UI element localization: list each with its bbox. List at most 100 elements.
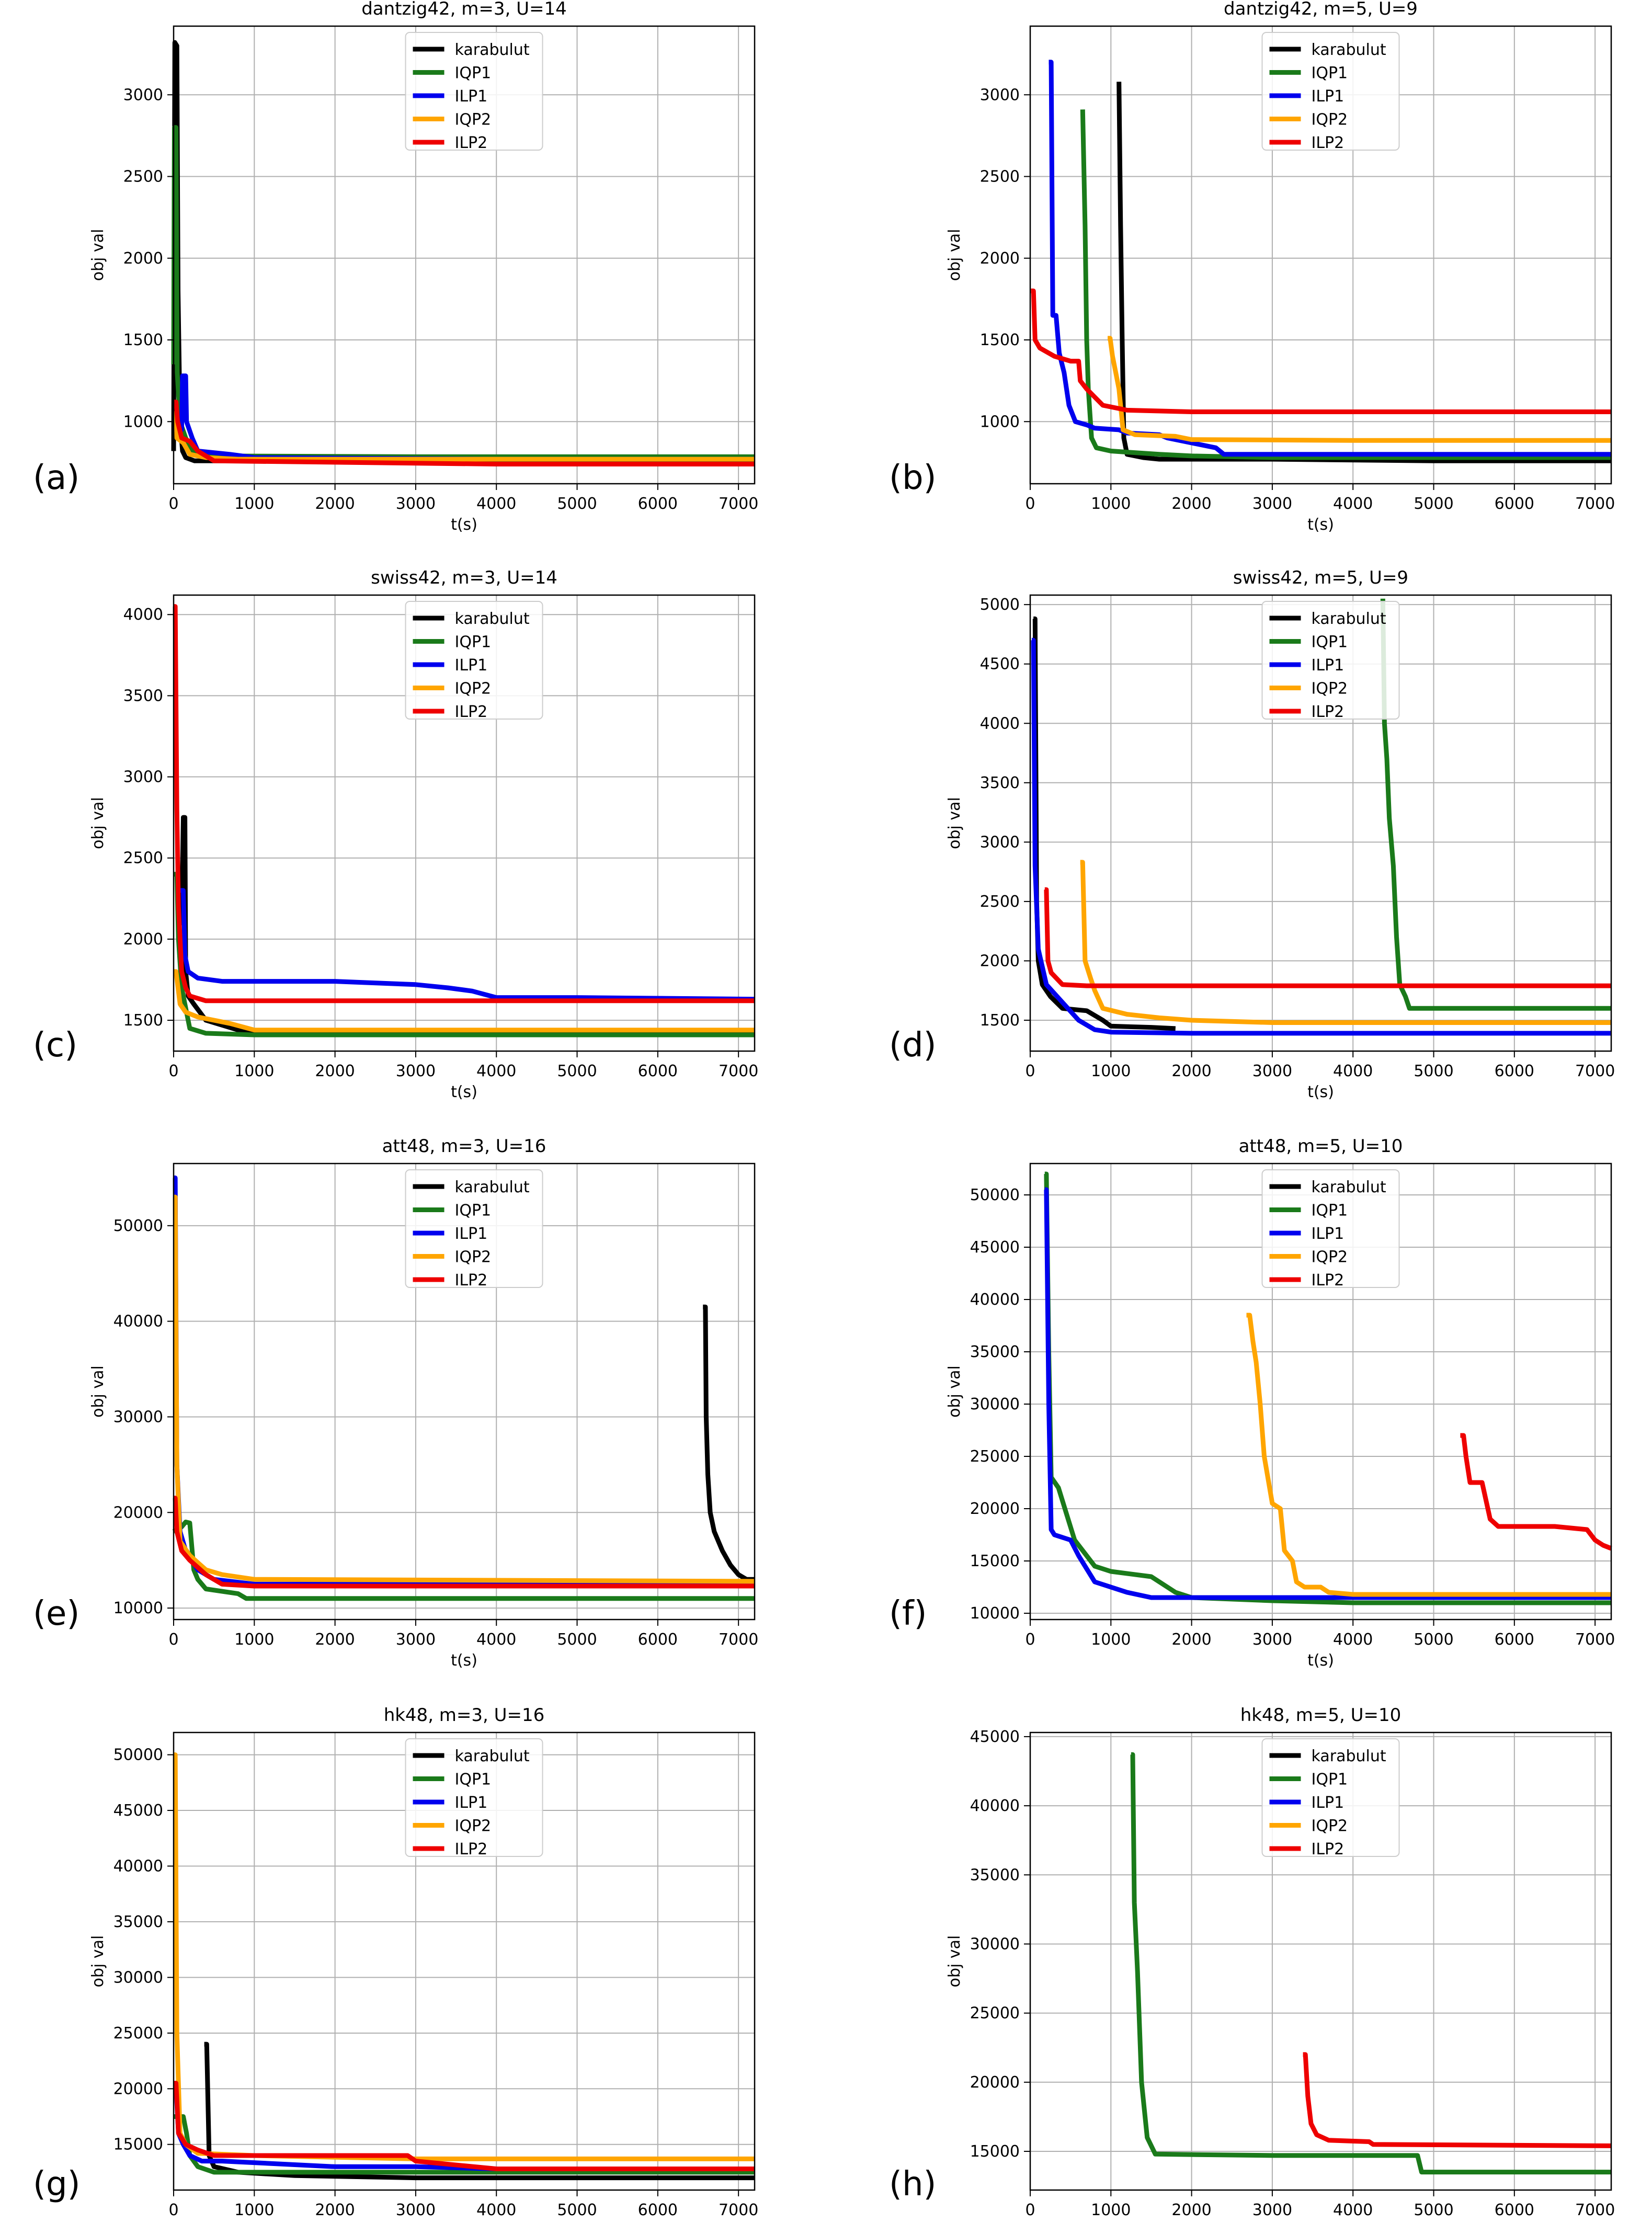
y-tick-label: 45000 [113, 1802, 163, 1820]
legend-label-IQP1: IQP1 [1312, 1771, 1348, 1789]
x-tick-label: 2000 [315, 2201, 355, 2219]
x-tick-label: 4000 [476, 1062, 516, 1080]
y-tick-label: 3000 [980, 86, 1020, 104]
x-tick-label: 4000 [1333, 2201, 1373, 2219]
y-tick-label: 30000 [113, 1408, 163, 1426]
series-line-IQP2 [1108, 336, 1611, 443]
x-tick-label: 0 [168, 495, 178, 513]
x-tick-label: 4000 [476, 495, 516, 513]
x-tick-label: 7000 [1575, 1062, 1615, 1080]
y-tick-label: 3000 [123, 768, 163, 786]
plot-frame [173, 1162, 756, 1621]
plot-frame [1029, 1162, 1612, 1621]
x-tick-label: 4000 [1333, 1062, 1373, 1080]
x-axis-label: t(s) [451, 516, 477, 534]
series-line-IQP2 [174, 969, 755, 1033]
x-tick-label: 1000 [234, 495, 274, 513]
x-tick-label: 6000 [638, 1062, 678, 1080]
legend-label-IQP2: IQP2 [1312, 1817, 1348, 1836]
x-tick-label: 4000 [1333, 495, 1373, 513]
chart-title: att48, m=5, U=10 [1239, 1136, 1403, 1157]
x-axis-label: t(s) [451, 1083, 477, 1101]
y-tick-label: 30000 [970, 1935, 1020, 1953]
y-tick-label: 2500 [123, 168, 163, 186]
y-tick-label: 35000 [970, 1343, 1020, 1361]
legend-label-IQP1: IQP1 [1312, 64, 1348, 83]
y-tick-label: 1500 [123, 331, 163, 349]
legend-label-IQP1: IQP1 [1312, 633, 1348, 652]
series-line-ILP1 [1044, 1187, 1611, 1600]
legend-label-IQP2: IQP2 [1312, 680, 1348, 698]
x-tick-label: 3000 [396, 2201, 436, 2219]
x-tick-label: 7000 [1575, 495, 1615, 513]
legend-label-karabulut: karabulut [455, 1747, 530, 1765]
x-tick-label: 6000 [638, 2201, 678, 2219]
legend: karabulut IQP1 ILP1 IQP2 ILP2 [405, 1738, 543, 1859]
legend-label-IQP1: IQP1 [455, 1202, 492, 1220]
x-tick-label: 0 [168, 1062, 178, 1080]
series-line-ILP2 [173, 1496, 755, 1589]
y-tick-label: 10000 [113, 1599, 163, 1617]
panel-label: (g) [33, 2165, 81, 2204]
panel-label: (e) [33, 1594, 79, 1633]
series-line-IQP1 [172, 1520, 755, 1601]
chart-title: hk48, m=5, U=10 [1240, 1705, 1402, 1726]
y-tick-label: 40000 [113, 1313, 163, 1331]
legend-label-karabulut: karabulut [1312, 1747, 1386, 1765]
y-axis-label: obj val [945, 229, 964, 281]
x-tick-label: 3000 [1252, 495, 1292, 513]
x-tick-label: 7000 [719, 1631, 758, 1649]
legend-label-ILP2: ILP2 [1312, 1840, 1345, 1859]
y-tick-label: 5000 [980, 596, 1020, 614]
y-tick-label: 20000 [113, 2080, 163, 2098]
x-tick-label: 0 [1025, 1631, 1035, 1649]
legend-label-IQP2: IQP2 [1312, 1248, 1348, 1267]
y-tick-label: 1000 [980, 413, 1020, 431]
chart-panel-6: 0 1000 2000 3000 4000 5000 6000 7000 10000 15000 2… [889, 1136, 1615, 1670]
legend-label-ILP1: ILP1 [455, 87, 488, 106]
series-line-IQP2 [1246, 1313, 1611, 1597]
series-line-ILP1 [1049, 60, 1611, 457]
legend-label-ILP1: ILP1 [1312, 1794, 1345, 1812]
legend-label-ILP2: ILP2 [455, 1271, 488, 1290]
plot-frame [1029, 25, 1612, 485]
series-line-IQP1 [174, 872, 755, 1038]
y-axis-label: obj val [945, 797, 964, 849]
y-tick-label: 20000 [970, 1500, 1020, 1518]
x-axis-label: t(s) [451, 1651, 477, 1670]
y-tick-label: 30000 [113, 1968, 163, 1987]
y-tick-label: 2500 [980, 168, 1020, 186]
x-tick-label: 0 [1025, 1062, 1035, 1080]
chart-panel-4: 0 1000 2000 3000 4000 5000 6000 7000 1500 2000 250… [889, 567, 1615, 1101]
y-axis-label: obj val [89, 1935, 107, 1988]
series-line-ILP2 [1031, 288, 1611, 414]
x-tick-label: 2000 [1171, 1631, 1211, 1649]
x-tick-label: 0 [168, 1631, 178, 1649]
y-tick-label: 4000 [123, 606, 163, 624]
chart-panel-5: 0 1000 2000 3000 4000 5000 6000 7000 10000 20000 3… [33, 1136, 758, 1670]
x-tick-label: 1000 [1091, 1062, 1131, 1080]
legend-label-ILP1: ILP1 [1312, 1225, 1345, 1243]
x-tick-label: 3000 [1252, 1631, 1292, 1649]
x-tick-label: 4000 [1333, 1631, 1373, 1649]
plot-frame [173, 25, 756, 485]
x-tick-label: 1000 [1091, 1631, 1131, 1649]
legend-label-IQP2: IQP2 [455, 1248, 492, 1267]
plot-frame [173, 594, 756, 1052]
x-tick-label: 4000 [476, 2201, 516, 2219]
y-tick-label: 25000 [970, 2004, 1020, 2023]
legend-label-IQP2: IQP2 [1312, 111, 1348, 129]
legend-label-IQP2: IQP2 [455, 1817, 492, 1836]
y-tick-label: 1000 [123, 413, 163, 431]
panel-label: (b) [889, 459, 937, 497]
y-tick-label: 3500 [980, 774, 1020, 792]
legend-label-IQP2: IQP2 [455, 680, 492, 698]
y-tick-label: 40000 [113, 1857, 163, 1875]
x-tick-label: 5000 [557, 1062, 597, 1080]
legend-label-ILP1: ILP1 [455, 656, 488, 675]
x-tick-label: 6000 [1495, 495, 1534, 513]
series-line-IQP1 [1380, 598, 1611, 1011]
plot-frame [1029, 594, 1612, 1052]
y-tick-label: 25000 [113, 2024, 163, 2043]
